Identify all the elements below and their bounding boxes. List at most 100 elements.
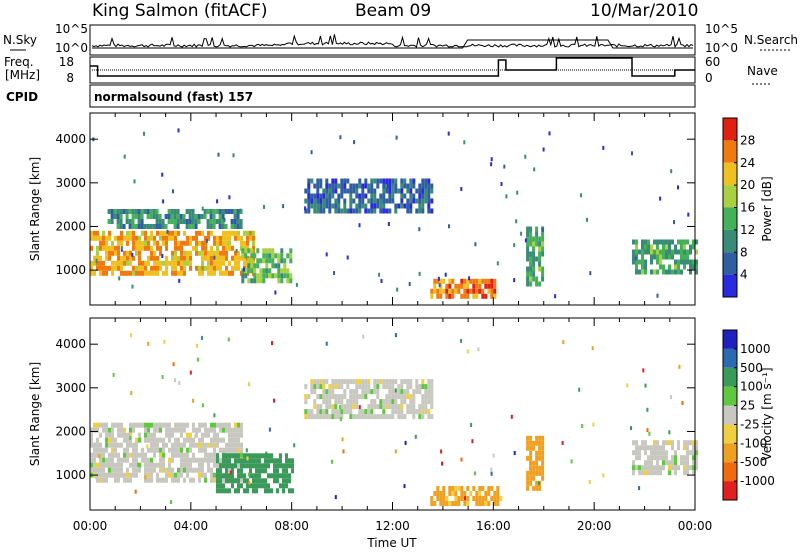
data-cell [180,265,183,271]
data-cell [391,404,395,410]
data-cell [400,404,404,410]
data-cell [400,384,404,390]
data-cell [117,472,120,478]
data-cell [168,427,171,433]
data-cell [156,422,159,428]
data-cell [647,460,650,466]
data-cell [174,260,177,266]
data-cell [370,198,374,204]
data-cell [379,178,383,184]
data-speck [500,182,503,186]
data-cell [337,384,341,390]
data-cell [123,437,126,443]
data-cell [162,230,165,236]
data-cell [233,224,237,229]
data-cell [695,440,698,446]
data-speck [245,448,248,453]
data-cell [111,457,114,463]
data-cell [189,457,192,463]
data-cell [665,244,668,250]
data-cell [313,404,317,410]
data-cell [415,198,419,204]
data-cell [216,473,219,479]
data-cell [421,414,425,420]
data-cell [695,264,698,270]
data-cell [668,264,671,270]
data-cell [526,251,530,257]
data-cell [361,389,365,395]
data-speck [346,255,349,260]
data-cell [129,255,132,261]
data-cell [96,442,99,448]
velocity-colorbar-segment [723,405,737,425]
data-cell [451,278,455,284]
data-cell [258,483,261,489]
data-cell [647,445,650,451]
data-cell [487,486,491,491]
data-cell [478,288,482,294]
data-cell [231,478,234,484]
data-cell [656,465,659,471]
data-cell [379,379,383,385]
data-speck [678,364,681,369]
data-cell [373,399,377,405]
data-cell [683,259,686,265]
data-cell [207,467,210,473]
data-speck [134,489,137,494]
data-cell [120,240,123,246]
data-cell [105,245,108,251]
data-cell [285,458,288,464]
data-cell [319,384,323,390]
data-speck [524,238,527,243]
data-cell [167,214,171,219]
data-cell [150,472,153,478]
data-cell [307,198,311,204]
data-cell [126,457,129,463]
data-cell [203,214,207,219]
data-cell [644,239,647,245]
data-speck [112,372,115,377]
data-cell [391,198,395,204]
data-cell [252,453,255,459]
data-cell [192,467,195,473]
data-speck [265,451,268,456]
data-cell [102,422,105,428]
data-cell [156,255,159,261]
data-cell [108,452,111,458]
data-cell [207,457,210,463]
data-cell [241,253,245,259]
data-speck [533,167,536,172]
data-cell [349,394,353,400]
data-cell [246,240,249,246]
data-cell [394,379,398,385]
data-cell [234,463,237,469]
data-cell [638,445,641,451]
data-cell [153,452,156,458]
data-cell [218,209,222,214]
data-speck [516,190,519,195]
data-cell [665,440,668,446]
data-speck [513,243,516,248]
data-cell [349,208,353,214]
data-speck [418,271,421,276]
nsky-trace [91,34,694,48]
data-cell [135,457,138,463]
data-cell [216,260,219,266]
data-cell [222,453,225,459]
data-cell [325,389,329,395]
data-cell [484,278,488,284]
data-cell [241,273,245,279]
data-cell [96,265,99,271]
data-cell [412,193,416,199]
data-cell [340,394,344,400]
data-cell [448,288,452,294]
data-cell [90,245,93,251]
data-speck [631,151,633,156]
data-cell [635,239,638,245]
data-cell [677,445,680,451]
data-cell [641,269,644,275]
data-cell [144,457,147,463]
data-cell [481,496,485,501]
data-cell [469,288,473,294]
data-speck [638,486,641,491]
